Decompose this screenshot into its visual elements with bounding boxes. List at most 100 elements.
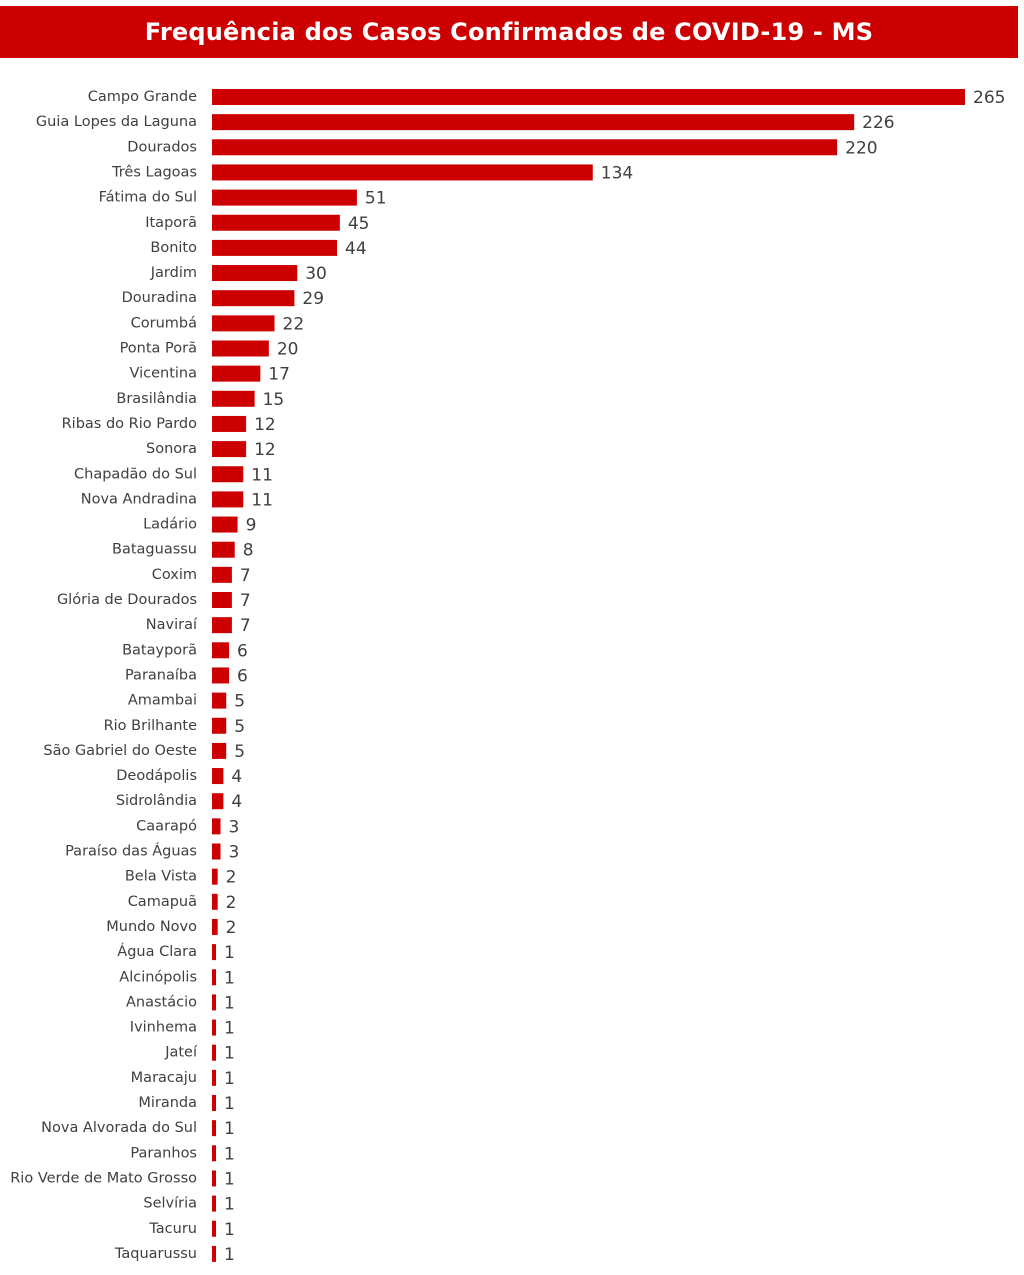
bar (212, 717, 227, 734)
value-label: 1 (224, 1119, 235, 1139)
bar (212, 516, 238, 533)
value-label: 5 (234, 717, 245, 737)
category-label: Campo Grande (88, 89, 197, 105)
value-label: 5 (234, 692, 245, 712)
bar (212, 290, 295, 307)
category-label: Itaporã (145, 215, 197, 231)
category-label: Miranda (138, 1095, 197, 1111)
bar (212, 365, 261, 382)
value-label: 22 (283, 314, 305, 334)
bar (212, 918, 218, 935)
bar (212, 818, 221, 835)
category-label: Alcinópolis (119, 969, 197, 985)
bar (212, 164, 593, 181)
value-label: 7 (240, 591, 251, 611)
category-label: Rio Verde de Mato Grosso (10, 1170, 197, 1186)
value-label: 15 (263, 390, 285, 410)
bar (212, 189, 357, 206)
value-label: 20 (277, 340, 299, 360)
bar (212, 114, 855, 131)
category-label: Naviraí (146, 617, 198, 633)
bar (212, 1095, 216, 1111)
category-label: Guia Lopes da Laguna (36, 114, 197, 130)
category-label: Anastácio (126, 994, 197, 1010)
category-label: Paraíso das Águas (65, 843, 197, 860)
bar (212, 768, 224, 785)
value-label: 11 (251, 490, 273, 510)
bar (212, 994, 216, 1011)
value-label: 2 (226, 893, 237, 913)
category-label: Ponta Porã (120, 341, 197, 357)
value-label: 1 (224, 993, 235, 1013)
value-label: 12 (254, 440, 276, 460)
category-label: Rio Brilhante (104, 718, 198, 734)
category-label: Ribas do Rio Pardo (62, 416, 198, 432)
bar (212, 541, 235, 558)
category-label: Mundo Novo (106, 919, 197, 935)
value-label: 44 (345, 239, 367, 259)
bar (212, 793, 224, 810)
bar (212, 868, 218, 885)
category-label: Brasilândia (116, 391, 197, 407)
category-label: Bela Vista (125, 869, 197, 885)
bar (212, 1245, 216, 1262)
category-label: Bonito (150, 240, 197, 256)
bar (212, 742, 227, 759)
category-label: Coxim (152, 567, 197, 583)
category-label: Ladário (143, 517, 197, 533)
bar (212, 491, 244, 508)
category-label: Nova Alvorada do Sul (41, 1120, 197, 1136)
value-label: 2 (226, 918, 237, 938)
bar (212, 89, 965, 105)
value-label: 7 (240, 616, 251, 636)
category-label: Jateí (164, 1045, 198, 1061)
bar (212, 239, 338, 256)
bar (212, 1044, 216, 1061)
value-label: 51 (365, 189, 387, 209)
value-label: 1 (224, 1245, 235, 1265)
value-label: 29 (302, 289, 324, 309)
bar (212, 315, 275, 332)
value-label: 3 (229, 817, 240, 837)
value-label: 1 (224, 1069, 235, 1089)
value-label: 265 (973, 88, 1005, 108)
value-label: 1 (224, 1044, 235, 1064)
category-label: Ivinhema (130, 1020, 197, 1036)
value-label: 12 (254, 415, 276, 435)
bar (212, 265, 298, 282)
category-label: Vicentina (129, 366, 197, 382)
category-label: Corumbá (131, 315, 197, 331)
bar (212, 466, 244, 483)
category-label: Sidrolândia (116, 793, 197, 809)
category-label: Água Clara (117, 943, 197, 960)
bar (212, 1145, 216, 1162)
value-label: 7 (240, 566, 251, 586)
value-label: 1 (224, 1094, 235, 1114)
bar (212, 139, 838, 156)
bar (212, 1019, 216, 1036)
bar (212, 893, 218, 910)
value-label: 4 (231, 767, 242, 787)
value-label: 220 (845, 138, 877, 158)
value-label: 1 (224, 1019, 235, 1039)
bar (212, 692, 227, 709)
value-label: 45 (348, 214, 370, 234)
category-label: Douradina (122, 290, 197, 306)
bar (212, 843, 221, 860)
category-label: Fátima do Sul (99, 190, 197, 206)
chart-title-bar: Frequência dos Casos Confirmados de COVI… (0, 6, 1018, 58)
value-label: 1 (224, 968, 235, 988)
category-label: Bataguassu (112, 542, 197, 558)
value-label: 8 (243, 541, 254, 561)
bar (212, 1170, 216, 1187)
value-label: 1 (224, 1169, 235, 1189)
bar (212, 667, 230, 684)
category-label: Tacuru (148, 1221, 197, 1237)
bar (212, 1220, 216, 1237)
value-label: 6 (237, 641, 248, 661)
bar (212, 390, 255, 407)
category-label: Caarapó (136, 818, 197, 834)
category-label: Três Lagoas (111, 164, 197, 180)
bar (212, 566, 232, 583)
